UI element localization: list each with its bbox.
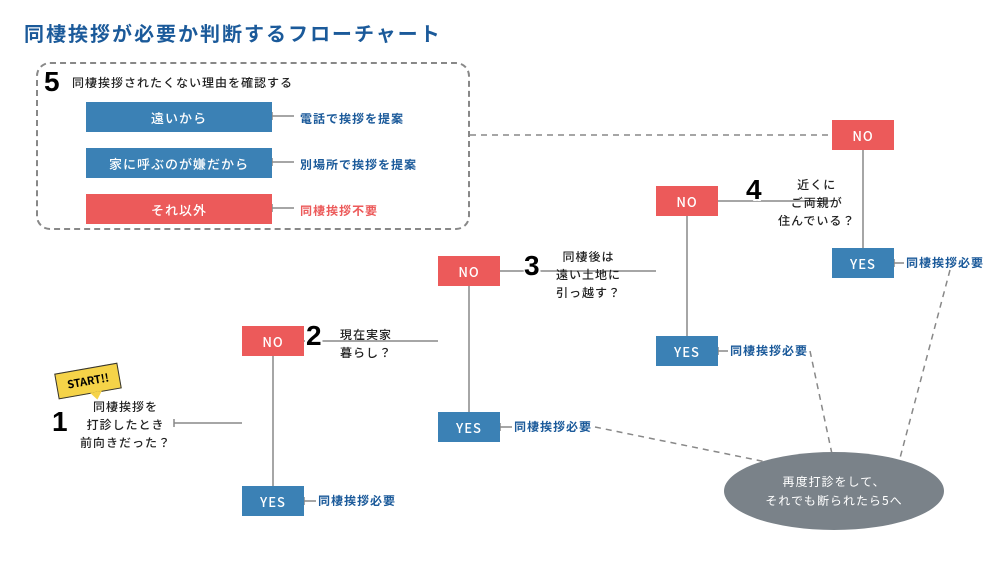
edge-16 [595,427,786,466]
step-number-2: 2 [306,320,322,352]
flowchart-canvas: 同棲挨拶が必要か判断するフローチャート START!! 再度打診をして、 それで… [0,0,1000,562]
panel-text-2: 同棲挨拶不要 [300,202,378,220]
step-question-5: 同棲挨拶されたくない理由を確認する [72,74,293,92]
panel-box-1: 家に呼ぶのが嫌だから [86,148,272,178]
no1-box: NO [242,326,304,356]
no2-box: NO [438,256,500,286]
no3-box: NO [656,186,718,216]
yes2-box: YES [438,412,500,442]
step-number-3: 3 [524,250,540,282]
start-bubble: START!! [54,363,122,400]
step-number-4: 4 [746,174,762,206]
step-number-1: 1 [52,406,68,438]
step-question-3: 同棲後は 遠い土地に 引っ越す？ [556,248,621,302]
no4-box: NO [832,120,894,150]
panel-text-1: 別場所で挨拶を提案 [300,156,417,174]
yes3-box: YES [656,336,718,366]
edge-18 [900,270,950,458]
page-title: 同棲挨拶が必要か判断するフローチャート [24,18,442,47]
need-label-l2: 同棲挨拶必要 [514,418,592,436]
need-label-l1: 同棲挨拶必要 [318,492,396,510]
edge-17 [810,351,832,454]
retry-ellipse: 再度打診をして、 それでも断られたら5へ [724,452,944,530]
panel-box-2: それ以外 [86,194,272,224]
step-question-1: 同棲挨拶を 打診したとき 前向きだった？ [80,398,171,452]
yes1-box: YES [242,486,304,516]
panel-text-0: 電話で挨拶を提案 [300,110,404,128]
yes4-box: YES [832,248,894,278]
step-number-5: 5 [44,66,60,98]
panel-box-0: 遠いから [86,102,272,132]
step-question-4: 近くに ご両親が 住んでいる？ [778,176,855,230]
need-label-l4: 同棲挨拶必要 [906,254,984,272]
need-label-l3: 同棲挨拶必要 [730,342,808,360]
step-question-2: 現在実家 暮らし？ [340,326,392,362]
